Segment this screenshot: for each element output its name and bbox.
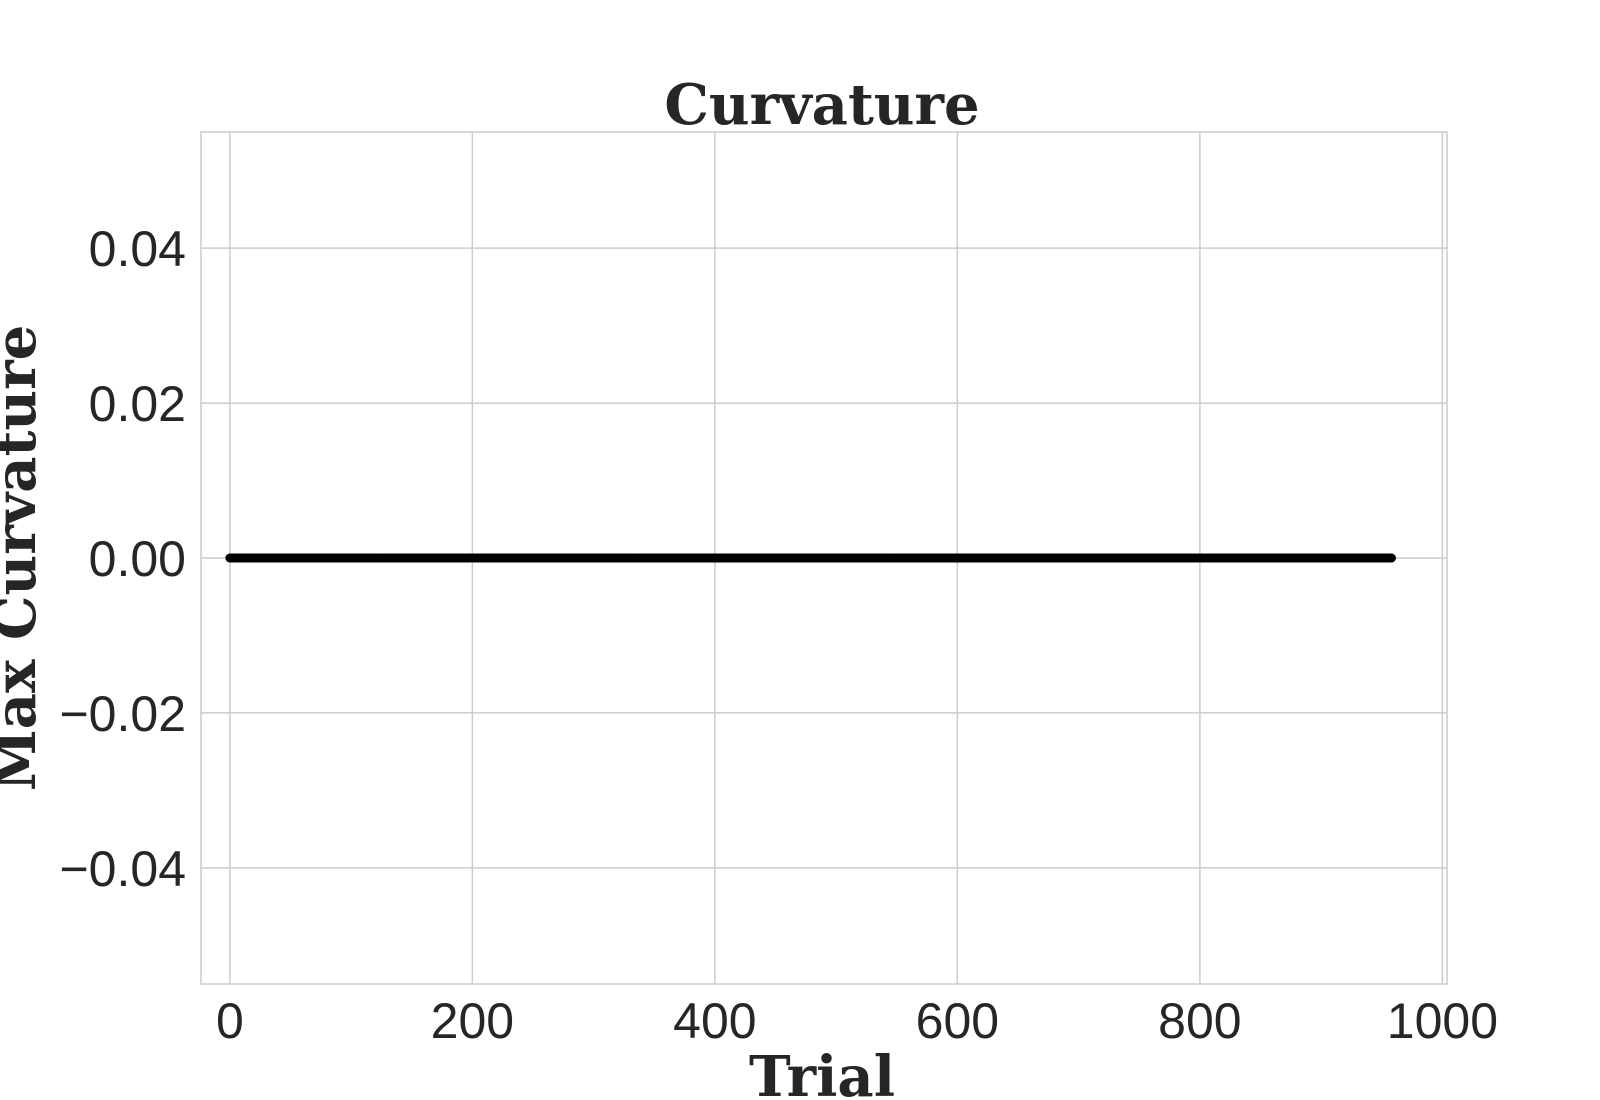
y-tick-label: −0.02	[59, 686, 186, 742]
x-axis-label: Trial	[749, 1044, 895, 1100]
y-axis-label: Max Curvature	[0, 325, 49, 791]
y-tick-label: 0.00	[89, 531, 186, 587]
x-tick-label: 600	[916, 993, 999, 1049]
x-tick-label: 400	[673, 993, 756, 1049]
x-tick-label: 0	[216, 993, 244, 1049]
y-tick-labels: −0.04 −0.02 0.00 0.02 0.04	[59, 221, 186, 897]
x-tick-label: 800	[1158, 993, 1241, 1049]
x-tick-label: 1000	[1387, 993, 1498, 1049]
chart-title: Curvature	[664, 72, 979, 138]
y-tick-label: 0.02	[89, 376, 186, 432]
scatter-points	[225, 553, 1396, 563]
x-tick-label: 200	[431, 993, 514, 1049]
y-tick-label: −0.04	[59, 841, 186, 897]
data-point	[1386, 553, 1396, 563]
x-tick-labels: 0 200 400 600 800 1000	[216, 993, 1498, 1049]
y-tick-label: 0.04	[89, 221, 186, 277]
